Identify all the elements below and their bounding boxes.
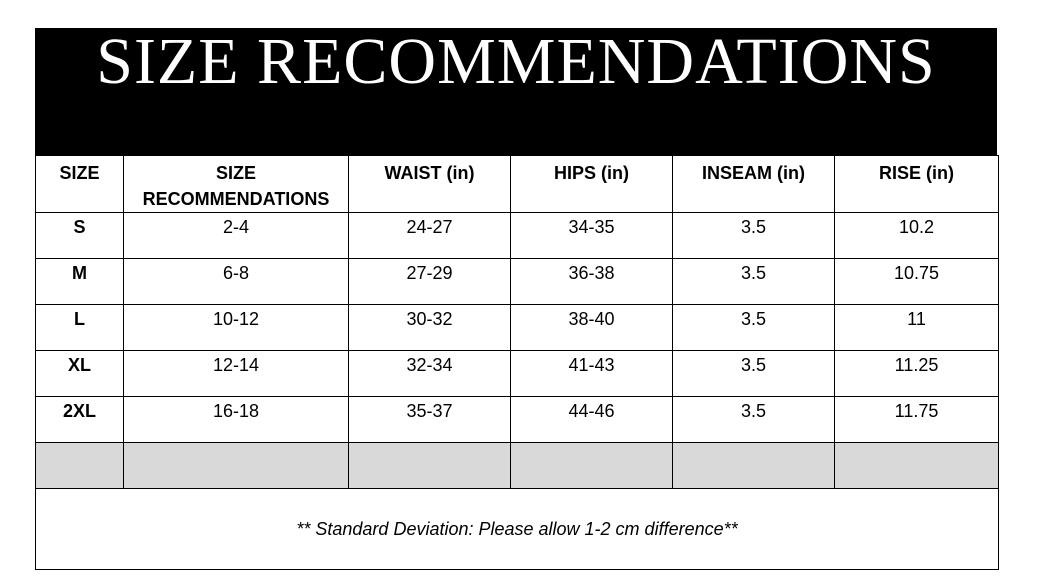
cell-inseam: 3.5	[672, 304, 835, 351]
cell-rise: 11.25	[834, 350, 999, 397]
cell-hips: 34-35	[510, 212, 673, 259]
table-row: M 6-8 27-29 36-38 3.5 10.75	[35, 258, 999, 305]
title-banner: SIZE RECOMMENDATIONS	[35, 25, 997, 155]
cell-rise: 11	[834, 304, 999, 351]
cell-size-recommendation: 16-18	[123, 396, 349, 443]
empty-cell	[672, 442, 835, 489]
footer-row: ** Standard Deviation: Please allow 1-2 …	[35, 488, 999, 570]
empty-row	[35, 442, 999, 489]
cell-waist: 27-29	[348, 258, 511, 305]
empty-cell	[123, 442, 349, 489]
cell-waist: 30-32	[348, 304, 511, 351]
table-row: S 2-4 24-27 34-35 3.5 10.2	[35, 212, 999, 259]
cell-rise: 11.75	[834, 396, 999, 443]
cell-hips: 38-40	[510, 304, 673, 351]
empty-cell	[348, 442, 511, 489]
cell-hips: 41-43	[510, 350, 673, 397]
empty-cell	[510, 442, 673, 489]
cell-inseam: 3.5	[672, 212, 835, 259]
cell-inseam: 3.5	[672, 396, 835, 443]
cell-size: M	[35, 258, 124, 305]
header-size: SIZE	[35, 155, 124, 213]
cell-rise: 10.2	[834, 212, 999, 259]
cell-size: L	[35, 304, 124, 351]
cell-size-recommendation: 6-8	[123, 258, 349, 305]
page-title: SIZE RECOMMENDATIONS	[96, 25, 936, 98]
header-row: SIZE SIZE RECOMMENDATIONS WAIST (in) HIP…	[35, 155, 999, 213]
cell-rise: 10.75	[834, 258, 999, 305]
table-row: L 10-12 30-32 38-40 3.5 11	[35, 304, 999, 351]
size-table: SIZE SIZE RECOMMENDATIONS WAIST (in) HIP…	[35, 155, 999, 570]
cell-size: 2XL	[35, 396, 124, 443]
header-waist: WAIST (in)	[348, 155, 511, 213]
table-row: XL 12-14 32-34 41-43 3.5 11.25	[35, 350, 999, 397]
empty-cell	[834, 442, 999, 489]
cell-size-recommendation: 2-4	[123, 212, 349, 259]
footer-note: ** Standard Deviation: Please allow 1-2 …	[35, 488, 999, 570]
cell-size-recommendation: 10-12	[123, 304, 349, 351]
cell-hips: 36-38	[510, 258, 673, 305]
cell-size: S	[35, 212, 124, 259]
cell-size-recommendation: 12-14	[123, 350, 349, 397]
cell-waist: 32-34	[348, 350, 511, 397]
header-size-recommendations: SIZE RECOMMENDATIONS	[123, 155, 349, 213]
cell-inseam: 3.5	[672, 258, 835, 305]
empty-cell	[35, 442, 124, 489]
header-hips: HIPS (in)	[510, 155, 673, 213]
table-row: 2XL 16-18 35-37 44-46 3.5 11.75	[35, 396, 999, 443]
cell-waist: 35-37	[348, 396, 511, 443]
header-rise: RISE (in)	[834, 155, 999, 213]
header-inseam: INSEAM (in)	[672, 155, 835, 213]
cell-hips: 44-46	[510, 396, 673, 443]
cell-waist: 24-27	[348, 212, 511, 259]
cell-size: XL	[35, 350, 124, 397]
cell-inseam: 3.5	[672, 350, 835, 397]
